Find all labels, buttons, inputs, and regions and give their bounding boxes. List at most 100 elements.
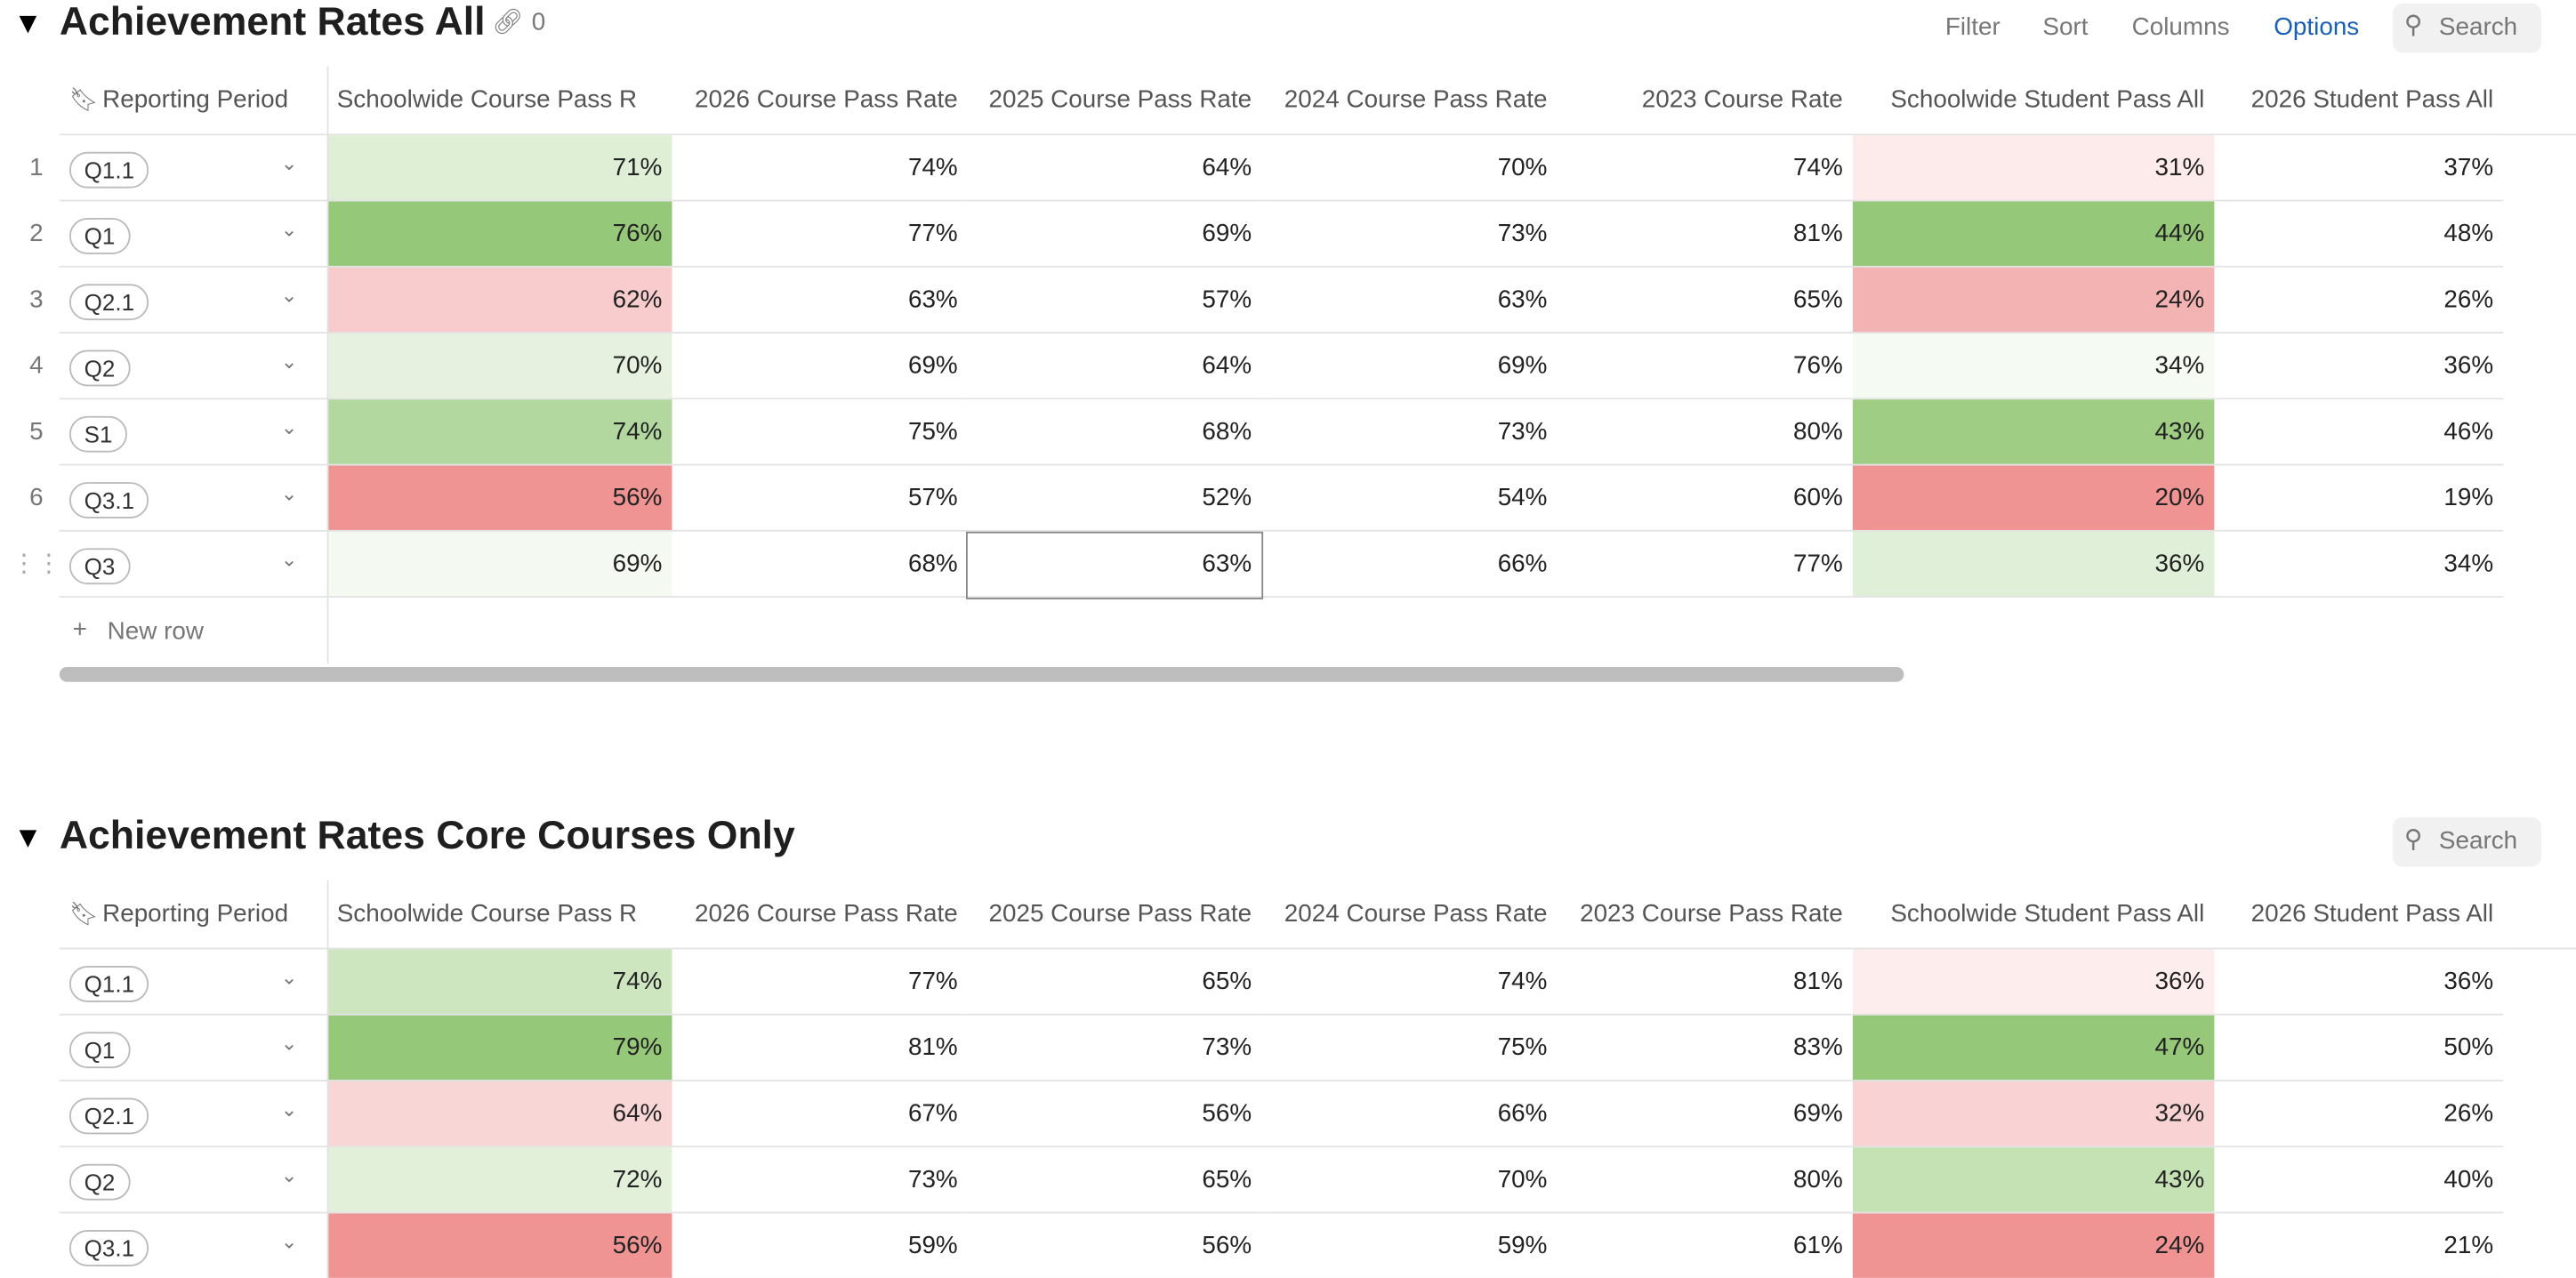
column-header[interactable]: 2024 Course Pass Rate: [1261, 66, 1558, 136]
period-tag[interactable]: Q3.1: [68, 1230, 149, 1266]
data-cell[interactable]: 77%: [1557, 531, 1853, 599]
data-cell[interactable]: 75%: [1261, 1015, 1558, 1081]
data-cell[interactable]: 34%: [2214, 531, 2504, 599]
dropdown-chevron[interactable]: ⌄: [280, 1163, 298, 1187]
data-cell[interactable]: 60%: [1557, 465, 1853, 532]
column-header[interactable]: 20: [2503, 66, 2576, 136]
search-box[interactable]: Search: [2392, 816, 2541, 867]
column-header[interactable]: 2023 Course Rate: [1557, 66, 1853, 136]
column-header[interactable]: 2026 Course Pass Rate: [672, 66, 968, 136]
search-box[interactable]: Search: [2392, 3, 2541, 53]
period-tag[interactable]: Q3: [68, 548, 131, 585]
dropdown-chevron[interactable]: ⌄: [280, 151, 298, 175]
data-cell[interactable]: 65%: [1557, 267, 1853, 334]
data-cell[interactable]: 75%: [672, 399, 968, 466]
data-cell[interactable]: 56%: [326, 465, 672, 532]
data-cell[interactable]: 73%: [1261, 399, 1558, 466]
data-cell[interactable]: 81%: [672, 1015, 968, 1081]
data-cell[interactable]: 81%: [1557, 201, 1853, 268]
data-cell[interactable]: 74%: [1557, 135, 1853, 202]
column-header[interactable]: Reporting Period: [59, 880, 327, 950]
data-cell[interactable]: 43%: [1852, 1147, 2215, 1214]
period-tag[interactable]: Q1: [68, 218, 131, 254]
column-header[interactable]: 2026 Student Pass All: [2214, 66, 2504, 136]
link-icon[interactable]: 🔗︎: [492, 8, 524, 36]
data-cell[interactable]: 59%: [1261, 1213, 1558, 1278]
period-tag[interactable]: Q1.1: [68, 151, 149, 189]
data-cell[interactable]: 79%: [326, 1015, 672, 1081]
column-header[interactable]: 2026 Student Pass All: [2214, 880, 2504, 950]
data-cell[interactable]: 72%: [326, 1147, 672, 1214]
period-tag[interactable]: Q2.1: [68, 284, 149, 321]
column-header[interactable]: 2025 Course Pass Rate: [967, 66, 1262, 136]
column-header[interactable]: 2024 Course Pass Rate: [1261, 880, 1558, 950]
data-cell[interactable]: 20%: [1852, 465, 2215, 532]
column-header[interactable]: 20: [2503, 880, 2576, 950]
data-cell[interactable]: 66%: [1261, 1081, 1558, 1148]
data-cell[interactable]: 68%: [672, 531, 968, 599]
data-cell[interactable]: 63%: [672, 267, 968, 334]
data-cell[interactable]: 65%: [967, 1147, 1262, 1214]
period-tag[interactable]: Q2.1: [68, 1097, 149, 1135]
data-cell[interactable]: 67%: [672, 1081, 968, 1148]
data-cell[interactable]: 83%: [1557, 1015, 1853, 1081]
data-cell[interactable]: 70%: [326, 333, 672, 400]
data-cell[interactable]: 61%: [1557, 1213, 1853, 1278]
new-row-button[interactable]: +: [72, 615, 87, 644]
collapse-toggle[interactable]: ▼: [12, 6, 43, 40]
column-header[interactable]: Schoolwide Student Pass All: [1852, 880, 2215, 950]
data-cell[interactable]: 32%: [1852, 1081, 2215, 1148]
data-cell[interactable]: 36%: [2214, 949, 2504, 1016]
data-cell[interactable]: 66%: [1261, 531, 1558, 599]
column-header[interactable]: Schoolwide Student Pass All: [1852, 66, 2215, 136]
drag-handle[interactable]: ⋮⋮: [11, 550, 61, 578]
data-cell[interactable]: 76%: [326, 201, 672, 268]
columns-button[interactable]: Columns: [2131, 12, 2230, 42]
period-tag[interactable]: Q1: [68, 1032, 131, 1069]
data-cell[interactable]: 80%: [1557, 1147, 1853, 1214]
data-cell[interactable]: 37%: [2214, 135, 2504, 202]
data-cell[interactable]: 70%: [1261, 1147, 1558, 1214]
column-header[interactable]: 2025 Course Pass Rate: [967, 880, 1262, 950]
data-cell[interactable]: 74%: [672, 135, 968, 202]
period-tag[interactable]: Q3.1: [68, 482, 149, 518]
column-header[interactable]: Reporting Period: [59, 66, 327, 136]
dropdown-chevron[interactable]: ⌄: [280, 415, 298, 439]
dropdown-chevron[interactable]: ⌄: [280, 284, 298, 308]
data-cell[interactable]: 63%: [1261, 267, 1558, 334]
data-cell[interactable]: 19%: [2214, 465, 2504, 532]
horizontal-scrollbar[interactable]: [59, 666, 1904, 682]
data-cell[interactable]: 69%: [672, 333, 968, 400]
data-cell[interactable]: 69%: [1557, 1081, 1853, 1148]
data-cell[interactable]: 44%: [1852, 201, 2215, 268]
data-cell[interactable]: 64%: [967, 135, 1262, 202]
data-cell[interactable]: 59%: [672, 1213, 968, 1278]
data-cell[interactable]: 73%: [967, 1015, 1262, 1081]
collapse-toggle[interactable]: ▼: [12, 820, 43, 854]
period-tag[interactable]: S1: [68, 415, 128, 453]
column-header[interactable]: 2026 Course Pass Rate: [672, 880, 968, 950]
data-cell[interactable]: 68%: [967, 399, 1262, 466]
dropdown-chevron[interactable]: ⌄: [280, 1230, 298, 1254]
dropdown-chevron[interactable]: ⌄: [280, 965, 298, 989]
data-cell[interactable]: 48%: [2214, 201, 2504, 268]
period-tag[interactable]: Q2: [68, 350, 131, 387]
data-cell[interactable]: 56%: [967, 1081, 1262, 1148]
data-cell[interactable]: 56%: [967, 1213, 1262, 1278]
data-cell[interactable]: 31%: [1852, 135, 2215, 202]
data-cell[interactable]: 52%: [967, 465, 1262, 532]
data-cell[interactable]: 62%: [326, 267, 672, 334]
data-cell[interactable]: 64%: [326, 1081, 672, 1148]
data-cell[interactable]: 63%: [967, 531, 1262, 599]
filter-button[interactable]: Filter: [1944, 12, 2000, 42]
data-cell[interactable]: 74%: [326, 399, 672, 466]
data-cell[interactable]: 57%: [967, 267, 1262, 334]
data-cell[interactable]: 81%: [1557, 949, 1853, 1016]
data-cell[interactable]: 69%: [967, 201, 1262, 268]
data-cell[interactable]: 34%: [1852, 333, 2215, 400]
data-cell[interactable]: 73%: [1261, 201, 1558, 268]
data-cell[interactable]: 69%: [1261, 333, 1558, 400]
data-cell[interactable]: 57%: [672, 465, 968, 532]
link-count[interactable]: 0: [531, 8, 546, 36]
dropdown-chevron[interactable]: ⌄: [280, 1032, 298, 1056]
